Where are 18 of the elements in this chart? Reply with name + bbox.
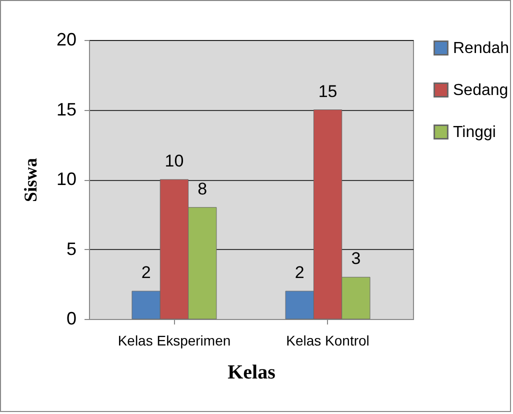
x-tick-label: Kelas Kontrol	[286, 332, 370, 348]
data-label: 2	[141, 263, 151, 282]
y-tick-label: 5	[66, 238, 76, 259]
data-label: 3	[351, 249, 361, 268]
y-tick-label: 20	[56, 30, 76, 50]
legend-label: Rendah	[453, 40, 510, 57]
y-tick-label: 15	[56, 99, 76, 120]
data-label: 8	[198, 179, 208, 198]
x-axis-title: Kelas	[228, 362, 276, 384]
y-tick-label: 0	[66, 308, 76, 328]
data-label: 2	[294, 263, 304, 282]
data-label: 10	[164, 152, 184, 170]
y-axis-title: Siswa	[20, 158, 40, 202]
y-tick-label: 10	[56, 169, 76, 189]
legend-label: Tinggi	[453, 124, 496, 141]
x-tick-label: Kelas Eksperimen	[118, 332, 231, 348]
data-label: 15	[318, 82, 338, 101]
legend-label: Sedang	[453, 82, 508, 99]
